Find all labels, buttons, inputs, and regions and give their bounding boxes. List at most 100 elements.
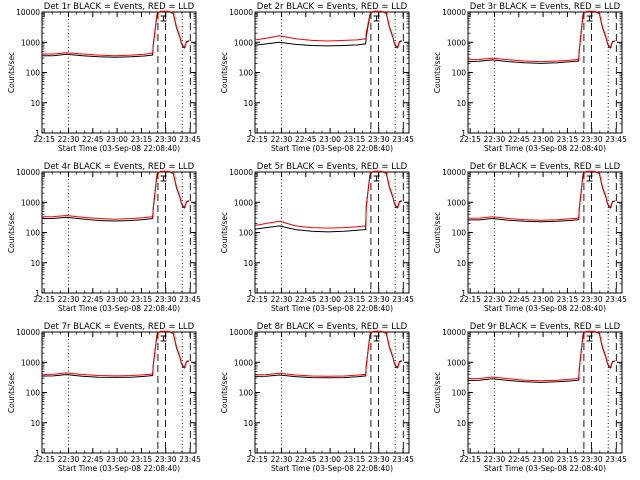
x-tick-label: 23:30 [368, 455, 390, 464]
chart-title: Det 5r BLACK = Events, RED = LLD [257, 162, 408, 172]
x-tick-label: 23:30 [155, 135, 177, 144]
x-tick-label: 22:15 [33, 135, 55, 144]
x-tick-label: 23:30 [155, 295, 177, 304]
y-axis-label: Counts/sec [433, 212, 442, 253]
series-line-lld [255, 10, 402, 48]
y-tick-label: 100 [452, 69, 467, 78]
series-group [255, 10, 402, 49]
y-tick-label: 1000 [21, 358, 40, 367]
x-tick-label: 22:45 [508, 135, 530, 144]
series-group [468, 330, 615, 383]
x-tick-label: 22:45 [508, 295, 530, 304]
x-tick-label: 23:15 [344, 135, 366, 144]
y-tick-label: 1000 [21, 198, 40, 207]
x-tick-label: 23:15 [344, 455, 366, 464]
plot-frame [254, 11, 410, 134]
x-tick-label: 23:15 [131, 135, 153, 144]
series-line-events [42, 170, 189, 222]
series-line-events [255, 10, 402, 49]
x-tick-label: 22:15 [246, 135, 268, 144]
y-axis-label: Counts/sec [7, 52, 16, 93]
x-tick-label: 23:45 [179, 135, 201, 144]
plot-frame [41, 331, 197, 454]
y-axis-label: Counts/sec [433, 52, 442, 93]
x-tick-label: 22:45 [295, 295, 317, 304]
x-tick-label: 23:45 [605, 295, 627, 304]
y-tick-label: 10000 [16, 8, 40, 17]
series-line-events [42, 330, 189, 378]
y-axis-label: Counts/sec [220, 212, 229, 253]
y-tick-label: 1 [248, 449, 253, 458]
y-tick-label: 1000 [447, 38, 466, 47]
chart-title: Det 1r BLACK = Events, RED = LLD [44, 2, 195, 12]
x-tick-label: 22:15 [246, 295, 268, 304]
series-line-events [468, 330, 615, 383]
x-tick-label: 22:45 [82, 295, 104, 304]
chart-title: Det 3r BLACK = Events, RED = LLD [470, 2, 621, 12]
y-axis-label: Counts/sec [433, 372, 442, 413]
y-tick-label: 10 [456, 259, 466, 268]
y-tick-label: 100 [26, 229, 41, 238]
x-tick-label: 23:45 [179, 295, 201, 304]
x-axis-label: Start Time (03-Sep-08 22:08:40) [271, 304, 393, 313]
x-tick-label: 23:30 [368, 295, 390, 304]
x-tick-label: 22:30 [58, 295, 80, 304]
x-tick-label: 23:00 [106, 455, 128, 464]
x-axis-label: Start Time (03-Sep-08 22:08:40) [271, 464, 393, 473]
plot-frame [41, 11, 197, 134]
x-tick-label: 23:45 [605, 455, 627, 464]
x-axis-label: Start Time (03-Sep-08 22:08:40) [271, 144, 393, 153]
y-tick-label: 1000 [21, 38, 40, 47]
y-tick-label: 10000 [16, 328, 40, 337]
x-tick-label: 23:45 [392, 455, 414, 464]
y-tick-label: 1 [35, 289, 40, 298]
plot-frame [254, 331, 410, 454]
x-tick-label: 23:45 [605, 135, 627, 144]
x-axis-label: Start Time (03-Sep-08 22:08:40) [58, 304, 180, 313]
y-tick-label: 1 [35, 129, 40, 138]
chart-title: Det 6r BLACK = Events, RED = LLD [470, 162, 621, 172]
x-axis-label: Start Time (03-Sep-08 22:08:40) [484, 144, 606, 153]
chart-title: Det 4r BLACK = Events, RED = LLD [44, 162, 195, 172]
chart-panel-4: Det 4r BLACK = Events, RED = LLD 1 10 100 10… [7, 162, 201, 313]
x-tick-label: 22:45 [82, 135, 104, 144]
y-axis-label: Counts/sec [7, 212, 16, 253]
y-tick-label: 10000 [229, 8, 253, 17]
x-tick-label: 22:15 [459, 295, 481, 304]
y-tick-label: 10000 [229, 168, 253, 177]
y-tick-label: 10 [456, 419, 466, 428]
x-tick-label: 22:45 [295, 455, 317, 464]
series-line-events [255, 170, 402, 233]
chart-panel-6: Det 6r BLACK = Events, RED = LLD 1 10 100 10… [433, 162, 627, 313]
x-tick-label: 22:15 [33, 455, 55, 464]
x-tick-label: 23:15 [557, 135, 579, 144]
y-tick-label: 10 [456, 99, 466, 108]
series-line-events [468, 170, 615, 223]
y-tick-label: 10 [30, 259, 40, 268]
y-axis-label: Counts/sec [220, 372, 229, 413]
y-tick-label: 1000 [447, 358, 466, 367]
series-line-lld [468, 170, 615, 221]
x-tick-label: 22:30 [58, 455, 80, 464]
x-tick-label: 23:30 [581, 295, 603, 304]
chart-panel-8: Det 8r BLACK = Events, RED = LLD 1 10 100 10… [220, 322, 414, 473]
x-tick-label: 23:00 [106, 295, 128, 304]
chart-panel-7: Det 7r BLACK = Events, RED = LLD 1 10 100 10… [7, 322, 201, 473]
plot-frame [467, 331, 623, 454]
y-tick-label: 1000 [234, 38, 253, 47]
chart-panel-2: Det 2r BLACK = Events, RED = LLD 1 10 100 10… [220, 2, 414, 153]
x-tick-label: 22:45 [82, 455, 104, 464]
x-axis-label: Start Time (03-Sep-08 22:08:40) [484, 304, 606, 313]
series-line-lld [42, 330, 189, 377]
series-line-lld [42, 10, 189, 57]
plot-frame [41, 171, 197, 294]
x-tick-label: 23:00 [106, 135, 128, 144]
chart-panel-3: Det 3r BLACK = Events, RED = LLD 1 10 100 10… [433, 2, 627, 153]
y-tick-label: 100 [452, 389, 467, 398]
x-tick-label: 23:15 [557, 455, 579, 464]
series-group [42, 10, 189, 58]
y-tick-label: 100 [239, 69, 254, 78]
series-group [42, 170, 189, 222]
y-tick-label: 100 [26, 69, 41, 78]
